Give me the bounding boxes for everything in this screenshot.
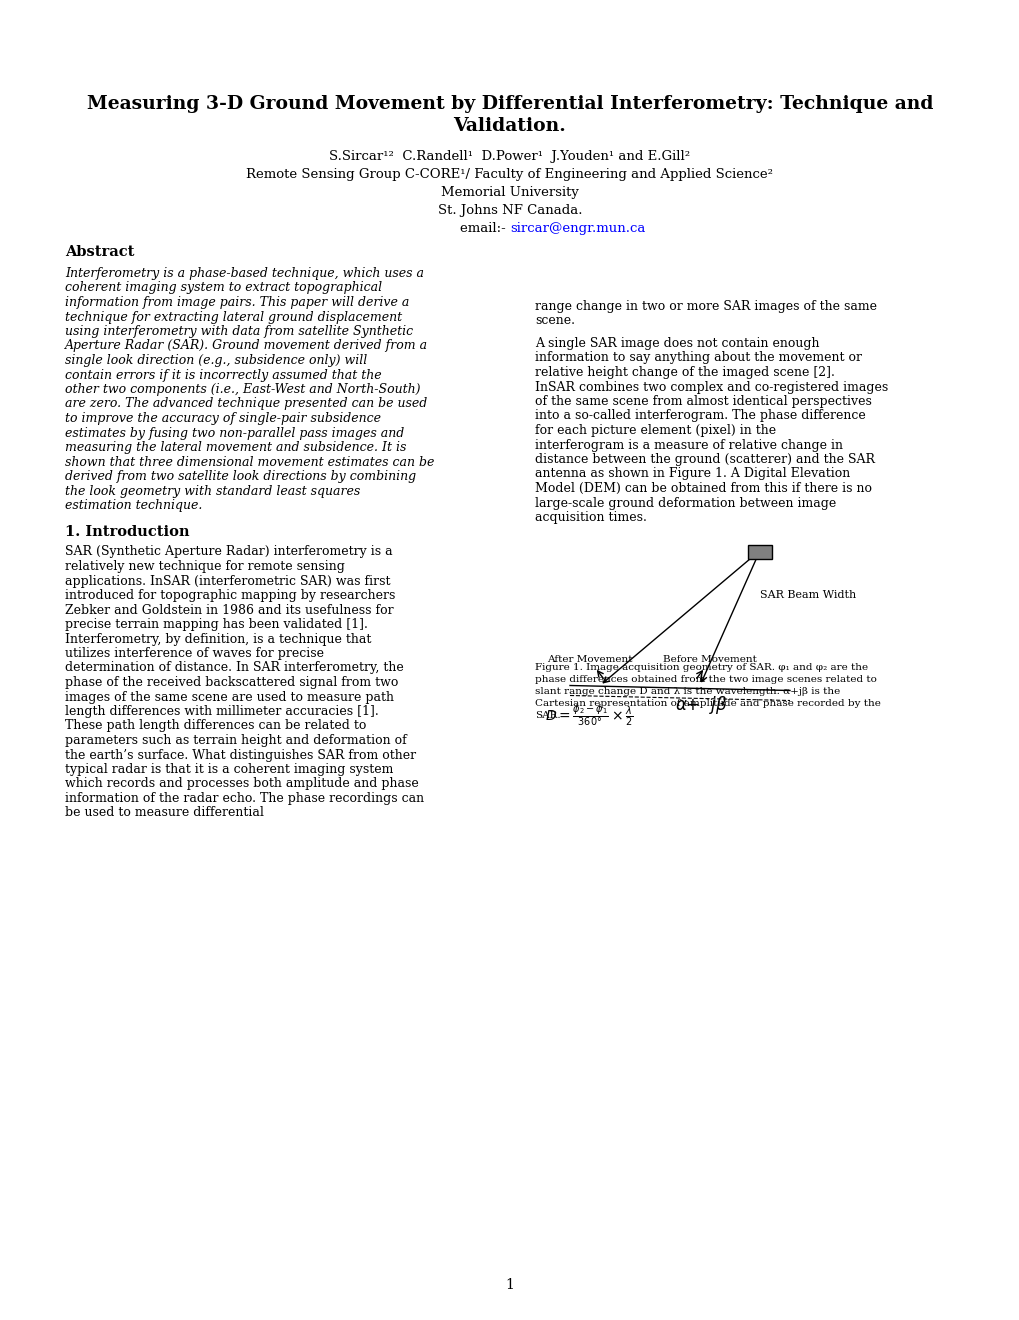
Text: for each picture element (pixel) in the: for each picture element (pixel) in the [535,424,775,437]
Text: phase differences obtained from the two image scenes related to: phase differences obtained from the two … [535,675,876,684]
Text: Aperture Radar (SAR). Ground movement derived from a: Aperture Radar (SAR). Ground movement de… [65,339,428,352]
Text: Zebker and Goldstein in 1986 and its usefulness for: Zebker and Goldstein in 1986 and its use… [65,603,393,616]
Text: estimates by fusing two non-parallel pass images and: estimates by fusing two non-parallel pas… [65,426,404,440]
Text: Interferometry, by definition, is a technique that: Interferometry, by definition, is a tech… [65,632,371,645]
Text: images of the same scene are used to measure path: images of the same scene are used to mea… [65,690,393,704]
Text: estimation technique.: estimation technique. [65,499,202,512]
Text: information to say anything about the movement or: information to say anything about the mo… [535,351,861,364]
Text: St. Johns NF Canada.: St. Johns NF Canada. [437,205,582,216]
Text: 1. Introduction: 1. Introduction [65,525,190,540]
Text: measuring the lateral movement and subsidence. It is: measuring the lateral movement and subsi… [65,441,406,454]
Text: range change in two or more SAR images of the same: range change in two or more SAR images o… [535,300,876,313]
Text: determination of distance. In SAR interferometry, the: determination of distance. In SAR interf… [65,661,404,675]
Text: A single SAR image does not contain enough: A single SAR image does not contain enou… [535,337,818,350]
Text: derived from two satellite look directions by combining: derived from two satellite look directio… [65,470,416,483]
Text: Before Movement: Before Movement [662,655,756,664]
Text: slant range change D and λ is the wavelength. α+jβ is the: slant range change D and λ is the wavele… [535,686,840,696]
Text: acquisition times.: acquisition times. [535,511,646,524]
Text: SAR.: SAR. [535,710,560,719]
Text: contain errors if it is incorrectly assumed that the: contain errors if it is incorrectly assu… [65,368,381,381]
Text: using interferometry with data from satellite Synthetic: using interferometry with data from sate… [65,325,413,338]
Text: 1: 1 [505,1278,514,1292]
Text: scene.: scene. [535,314,575,327]
Text: Abstract: Abstract [65,246,135,259]
Text: Remote Sensing Group C-CORE¹/ Faculty of Engineering and Applied Science²: Remote Sensing Group C-CORE¹/ Faculty of… [247,168,772,181]
Text: applications. InSAR (interferometric SAR) was first: applications. InSAR (interferometric SAR… [65,574,390,587]
Text: information of the radar echo. The phase recordings can: information of the radar echo. The phase… [65,792,424,805]
Text: sircar@engr.mun.ca: sircar@engr.mun.ca [510,222,645,235]
Text: the earth’s surface. What distinguishes SAR from other: the earth’s surface. What distinguishes … [65,748,416,762]
Text: technique for extracting lateral ground displacement: technique for extracting lateral ground … [65,310,401,323]
Bar [747,544,771,558]
Text: of the same scene from almost identical perspectives: of the same scene from almost identical … [535,395,871,408]
Text: large-scale ground deformation between image: large-scale ground deformation between i… [535,496,836,510]
Text: which records and processes both amplitude and phase: which records and processes both amplitu… [65,777,419,791]
Text: SAR Beam Width: SAR Beam Width [759,590,855,601]
Text: Memorial University: Memorial University [440,186,579,199]
Text: Cartesian representation of amplitude and phase recorded by the: Cartesian representation of amplitude an… [535,698,880,708]
Text: Model (DEM) can be obtained from this if there is no: Model (DEM) can be obtained from this if… [535,482,871,495]
Text: InSAR combines two complex and co-registered images: InSAR combines two complex and co-regist… [535,380,888,393]
Text: phase of the received backscattered signal from two: phase of the received backscattered sign… [65,676,398,689]
Text: relative height change of the imaged scene [2].: relative height change of the imaged sce… [535,366,835,379]
Text: single look direction (e.g., subsidence only) will: single look direction (e.g., subsidence … [65,354,367,367]
Text: antenna as shown in Figure 1. A Digital Elevation: antenna as shown in Figure 1. A Digital … [535,467,850,480]
Text: relatively new technique for remote sensing: relatively new technique for remote sens… [65,560,344,573]
Text: utilizes interference of waves for precise: utilizes interference of waves for preci… [65,647,324,660]
Text: Validation.: Validation. [453,117,566,135]
Text: into a so-called interferogram. The phase difference: into a so-called interferogram. The phas… [535,409,865,422]
Text: introduced for topographic mapping by researchers: introduced for topographic mapping by re… [65,589,395,602]
Text: email:-: email:- [460,222,510,235]
Text: are zero. The advanced technique presented can be used: are zero. The advanced technique present… [65,397,427,411]
Text: interferogram is a measure of relative change in: interferogram is a measure of relative c… [535,438,842,451]
Text: other two components (i.e., East-West and North-South): other two components (i.e., East-West an… [65,383,420,396]
Text: length differences with millimeter accuracies [1].: length differences with millimeter accur… [65,705,378,718]
Text: precise terrain mapping has been validated [1].: precise terrain mapping has been validat… [65,618,368,631]
Text: coherent imaging system to extract topographical: coherent imaging system to extract topog… [65,281,382,294]
Text: Interferometry is a phase-based technique, which uses a: Interferometry is a phase-based techniqu… [65,267,424,280]
Text: parameters such as terrain height and deformation of: parameters such as terrain height and de… [65,734,407,747]
Text: $\alpha$$+$  $j\beta$: $\alpha$$+$ $j\beta$ [675,694,727,717]
Text: Figure 1. Image acquisition geometry of SAR. φ₁ and φ₂ are the: Figure 1. Image acquisition geometry of … [535,663,867,672]
Text: These path length differences can be related to: These path length differences can be rel… [65,719,366,733]
Text: to improve the accuracy of single-pair subsidence: to improve the accuracy of single-pair s… [65,412,381,425]
Text: be used to measure differential: be used to measure differential [65,807,264,820]
Text: the look geometry with standard least squares: the look geometry with standard least sq… [65,484,360,498]
Text: distance between the ground (scatterer) and the SAR: distance between the ground (scatterer) … [535,453,874,466]
Text: After Movement: After Movement [547,655,632,664]
Text: S.Sircar¹²  C.Randell¹  D.Power¹  J.Youden¹ and E.Gill²: S.Sircar¹² C.Randell¹ D.Power¹ J.Youden¹… [329,150,690,162]
Text: Measuring 3-D Ground Movement by Differential Interferometry: Technique and: Measuring 3-D Ground Movement by Differe… [87,95,932,114]
Text: $D = \frac{\phi_2 - \phi_1}{360°} \times \frac{\lambda}{2}$: $D = \frac{\phi_2 - \phi_1}{360°} \times… [544,702,633,729]
Text: shown that three dimensional movement estimates can be: shown that three dimensional movement es… [65,455,434,469]
Text: information from image pairs. This paper will derive a: information from image pairs. This paper… [65,296,409,309]
Text: typical radar is that it is a coherent imaging system: typical radar is that it is a coherent i… [65,763,393,776]
Text: SAR (Synthetic Aperture Radar) interferometry is a: SAR (Synthetic Aperture Radar) interfero… [65,545,392,558]
